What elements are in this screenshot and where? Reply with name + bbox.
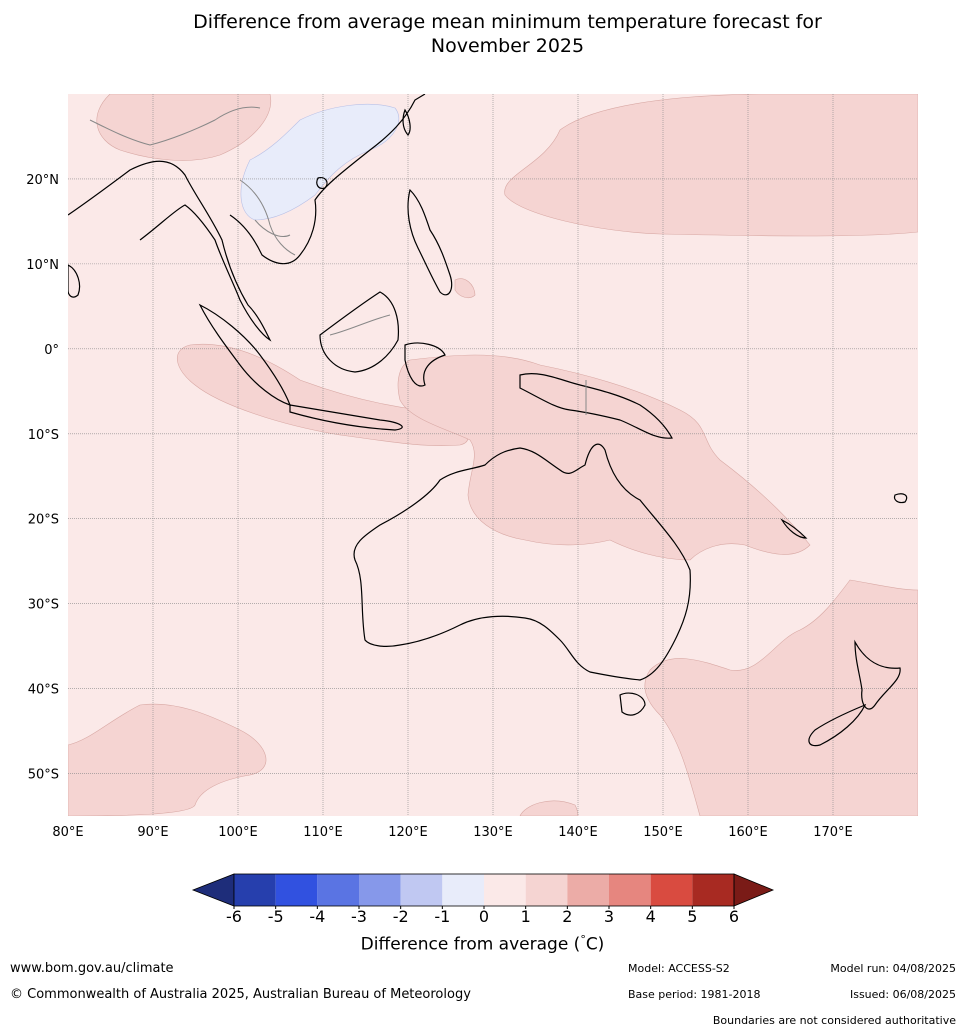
coastline-asia-mainland (68, 94, 426, 342)
colorbar-segment (317, 874, 359, 906)
lat-tick-label: 20°N (26, 173, 59, 188)
coastline-sri-lanka (68, 264, 81, 298)
footer-issued: Issued: 06/08/2025 (849, 988, 956, 1001)
footer-website: www.bom.gov.au/climate (10, 961, 174, 976)
colorbar-segment (567, 874, 609, 906)
colorbar-segment (692, 874, 734, 906)
footer-model: Model: ACCESS-S2 (628, 962, 730, 975)
lon-tick-label: 90°E (137, 825, 168, 840)
coastline-australia (353, 443, 691, 681)
colorbar-tick-label: 3 (604, 907, 614, 926)
coastline-new-zealand-south (808, 703, 867, 747)
coastline-new-zealand-north (854, 639, 901, 710)
colorbar-segment (234, 874, 276, 906)
border-himalaya (89, 106, 261, 146)
anomaly-region-tasman-pacific (644, 579, 918, 816)
anomaly-region-philippines (454, 278, 476, 299)
anomaly-region-southern-indian (68, 703, 267, 816)
lat-tick-label: 0° (44, 343, 59, 358)
anomaly-regions-1-2 (68, 94, 918, 816)
lat-tick-label: 20°S (28, 513, 59, 528)
coastline-philippines (407, 188, 453, 296)
colorbar-unit: C) (585, 934, 605, 955)
anomaly-region-sumatra-java (176, 343, 469, 446)
title-line-2: November 2025 (430, 35, 585, 57)
coastline-tasmania (619, 692, 646, 716)
coastline-fiji (893, 493, 908, 504)
anomaly-region-southern-ocean (519, 800, 579, 816)
coastline-java (289, 404, 403, 431)
coastline-borneo (319, 291, 400, 373)
lon-tick-label: 100°E (218, 825, 258, 840)
coastline-sulawesi (404, 342, 446, 387)
border-borneo (329, 314, 391, 336)
longitude-labels: 80°E 90°E 100°E 110°E 120°E 130°E 140°E 150°E 16… (52, 825, 852, 840)
colorbar-tick-label: -2 (393, 907, 409, 926)
colorbar-segment (525, 874, 568, 906)
footer-base-period: Base period: 1981-2018 (628, 988, 761, 1001)
border-indochina (239, 179, 296, 256)
footer-copyright: © Commonwealth of Australia 2025, Austra… (10, 987, 471, 1002)
colorbar-tick-label: 2 (562, 907, 572, 926)
lon-tick-label: 170°E (813, 825, 853, 840)
colorbar-tick-label: 1 (521, 907, 531, 926)
colorbar-segment (275, 874, 318, 906)
colorbar-over-arrow (733, 873, 775, 907)
colorbar-tick-label: 5 (687, 907, 697, 926)
lat-tick-label: 30°S (28, 598, 59, 613)
colorbar-segment (442, 874, 484, 906)
anomaly-region-north-pacific (504, 94, 918, 237)
colorbar-degree: ° (580, 933, 586, 946)
country-borders (89, 106, 587, 415)
title-line-1: Difference from average mean minimum tem… (193, 11, 822, 33)
colorbar-segment (484, 874, 526, 906)
colorbar-segment (609, 874, 651, 906)
lat-tick-label: 10°N (26, 258, 59, 273)
latitude-labels: 20°N 10°N 0° 10°S 20°S 30°S 40°S 50°S (26, 173, 59, 783)
footer-model-run: Model run: 04/08/2025 (830, 962, 956, 975)
lon-tick-label: 160°E (728, 825, 768, 840)
lon-tick-label: 150°E (643, 825, 683, 840)
colorbar-title: Difference from average (°C) (300, 933, 665, 955)
colorbar-tick-label: -6 (226, 907, 242, 926)
colorbar-tick-label: 0 (479, 907, 489, 926)
footer-disclaimer: Boundaries are not considered authoritat… (712, 1014, 956, 1027)
colorbar-tick-label: -1 (434, 907, 450, 926)
colorbar-segment (359, 874, 401, 906)
colorbar-segment (650, 874, 693, 906)
lon-tick-label: 130°E (473, 825, 513, 840)
coastlines (68, 94, 908, 747)
colorbar-label: Difference from average ( (360, 934, 581, 955)
gridlines (68, 94, 918, 816)
lon-tick-label: 80°E (52, 825, 83, 840)
colorbar-tick-label: -4 (309, 907, 325, 926)
coastline-taiwan (402, 108, 411, 136)
colorbar-tick-label: 6 (729, 907, 739, 926)
colorbar-tick-label: -5 (268, 907, 284, 926)
coastline-new-caledonia (780, 518, 808, 539)
colorbar-segment (400, 874, 443, 906)
coastline-hainan (316, 177, 328, 189)
coastline-new-guinea (519, 373, 673, 439)
lon-tick-label: 110°E (303, 825, 343, 840)
lon-tick-label: 140°E (558, 825, 598, 840)
lon-tick-label: 120°E (388, 825, 428, 840)
colorbar: -6 -5 -4 -3 -2 -1 0 1 2 3 4 5 6 (191, 873, 775, 926)
colorbar-tick-label: 4 (646, 907, 656, 926)
colorbar-tick-label: -3 (351, 907, 367, 926)
map-title: Difference from average mean minimum tem… (0, 10, 965, 58)
lat-tick-label: 50°S (28, 768, 59, 783)
map-frame (68, 94, 918, 816)
lat-tick-label: 40°S (28, 683, 59, 698)
colorbar-under-arrow (191, 873, 235, 907)
anomaly-region-new-guinea (397, 354, 811, 561)
anomaly-region-himalaya (96, 94, 272, 161)
lat-tick-label: 10°S (28, 428, 59, 443)
